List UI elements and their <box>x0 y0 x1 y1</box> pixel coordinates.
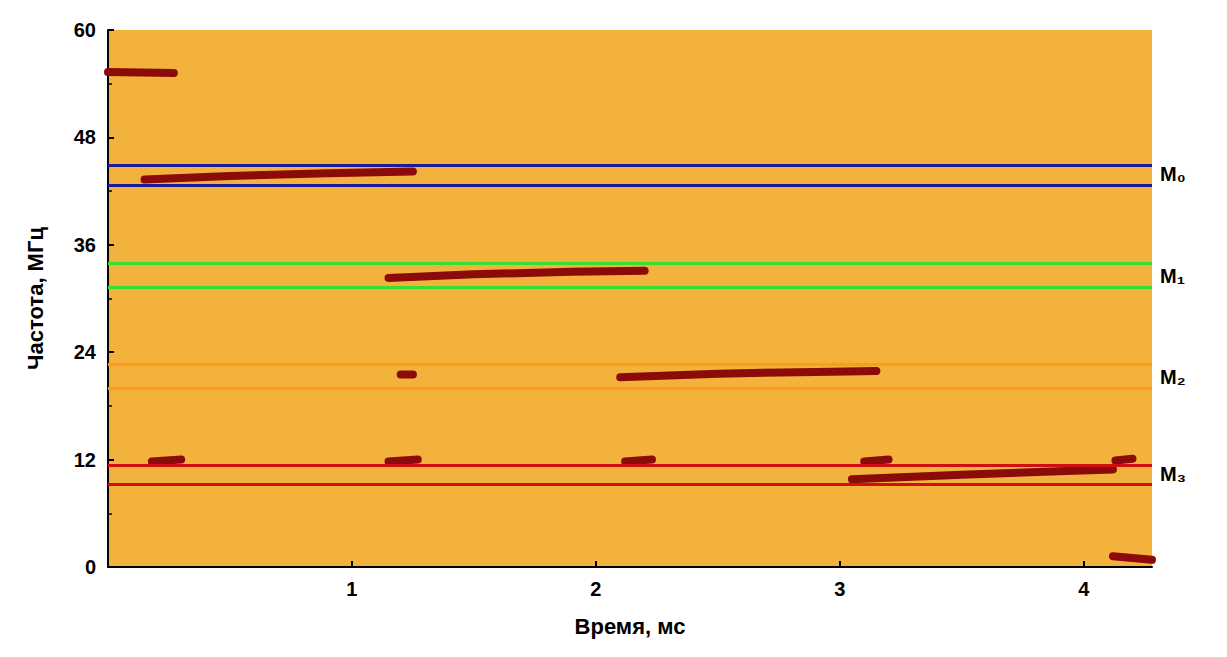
svg-text:0: 0 <box>85 556 96 578</box>
svg-text:M₀: M₀ <box>1160 163 1186 185</box>
svg-text:2: 2 <box>590 578 601 600</box>
svg-text:4: 4 <box>1078 578 1090 600</box>
svg-text:60: 60 <box>74 19 96 41</box>
svg-text:48: 48 <box>74 126 96 148</box>
svg-text:12: 12 <box>74 449 96 471</box>
svg-text:Время, мс: Время, мс <box>575 614 686 639</box>
svg-text:Частота, МГц: Частота, МГц <box>23 227 48 370</box>
svg-text:M₁: M₁ <box>1160 265 1185 287</box>
svg-text:3: 3 <box>834 578 845 600</box>
svg-text:M₃: M₃ <box>1160 463 1186 485</box>
svg-text:1: 1 <box>346 578 357 600</box>
svg-text:24: 24 <box>74 341 97 363</box>
svg-text:M₂: M₂ <box>1160 366 1186 388</box>
svg-text:36: 36 <box>74 234 96 256</box>
